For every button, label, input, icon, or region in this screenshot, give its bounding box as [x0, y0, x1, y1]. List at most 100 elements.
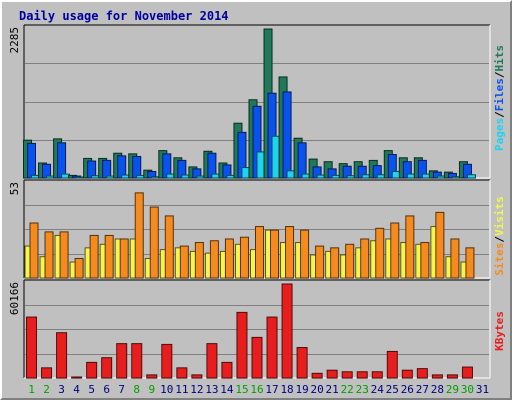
bar-kbytes-day-11 — [176, 367, 188, 379]
day-label-19: 19 — [295, 383, 308, 396]
legend-kbytes: KBytes — [493, 311, 506, 351]
day-label-4: 4 — [73, 383, 80, 396]
day-label-8: 8 — [133, 383, 140, 396]
day-label-3: 3 — [58, 383, 65, 396]
day-label-1: 1 — [28, 383, 35, 396]
bar-sites-day-27 — [420, 242, 430, 279]
legend-sites: Sites — [493, 243, 506, 276]
bar-kbytes-day-25 — [386, 350, 398, 379]
bar-sites-day-19 — [300, 229, 310, 279]
day-label-6: 6 — [103, 383, 110, 396]
bar-kbytes-day-29 — [446, 374, 458, 379]
bar-kbytes-day-4 — [71, 376, 83, 379]
day-label-9: 9 — [148, 383, 155, 396]
bars-kbytes — [26, 283, 473, 379]
day-label-25: 25 — [386, 383, 399, 396]
y-max-label: 2285 — [8, 27, 21, 54]
bar-sites-day-1 — [29, 222, 39, 279]
day-label-18: 18 — [280, 383, 293, 396]
day-label-30: 30 — [461, 383, 474, 396]
day-label-20: 20 — [311, 383, 324, 396]
bar-kbytes-day-26 — [401, 369, 413, 379]
y-max-label: 60166 — [8, 282, 21, 315]
bar-sites-day-28 — [435, 211, 445, 279]
bar-sites-day-7 — [119, 238, 129, 279]
bar-kbytes-day-15 — [236, 311, 248, 379]
bar-kbytes-day-28 — [431, 374, 443, 379]
day-label-10: 10 — [160, 383, 173, 396]
bar-sites-day-18 — [285, 226, 295, 279]
day-label-23: 23 — [356, 383, 369, 396]
day-axis: 1 2 3 4 5 6 7 8 9 10 11 12 13 14 15 16 17 18 19 20 21 22 23 24 2… — [28, 383, 489, 396]
bar-sites-day-25 — [390, 222, 400, 279]
day-label-7: 7 — [118, 383, 125, 396]
bar-sites-day-24 — [375, 227, 385, 279]
bar-kbytes-day-6 — [101, 357, 113, 379]
bar-sites-day-22 — [345, 243, 355, 279]
bar-sites-day-13 — [209, 240, 219, 279]
day-label-14: 14 — [220, 383, 234, 396]
bar-kbytes-day-27 — [416, 368, 428, 379]
bar-kbytes-day-30 — [461, 366, 473, 379]
bar-kbytes-day-12 — [191, 374, 203, 379]
day-label-26: 26 — [401, 383, 414, 396]
bars-visits-sites — [24, 192, 475, 279]
bar-sites-day-16 — [255, 226, 264, 279]
bar-kbytes-day-24 — [371, 371, 383, 379]
legend-pages: Pages — [493, 118, 506, 151]
bar-kbytes-day-9 — [146, 374, 158, 379]
bar-sites-day-29 — [450, 238, 460, 279]
day-label-29: 29 — [446, 383, 459, 396]
bar-sites-day-4 — [74, 257, 84, 279]
legend-visits-sites: Sites/Visits — [493, 196, 506, 276]
bar-sites-day-10 — [164, 215, 174, 279]
day-label-27: 27 — [416, 383, 429, 396]
legend-separator: / — [493, 71, 506, 78]
bar-kbytes-day-13 — [206, 343, 218, 379]
bar-kbytes-day-19 — [296, 347, 308, 379]
bar-kbytes-day-10 — [161, 343, 173, 379]
bar-pages-day-30 — [466, 174, 476, 179]
bar-sites-day-20 — [315, 245, 325, 279]
bar-sites-day-12 — [194, 242, 204, 279]
day-label-22: 22 — [341, 383, 354, 396]
legend-separator: / — [493, 236, 506, 243]
day-label-2: 2 — [43, 383, 50, 396]
bar-sites-day-23 — [360, 238, 370, 279]
day-label-11: 11 — [175, 383, 188, 396]
bar-sites-day-5 — [89, 234, 99, 279]
bar-kbytes-day-16 — [251, 336, 263, 379]
bar-sites-day-2 — [44, 231, 54, 279]
legend-hits-files-pages: Pages/Files/Hits — [493, 45, 506, 151]
bar-sites-day-3 — [59, 231, 69, 279]
day-label-5: 5 — [88, 383, 95, 396]
day-label-21: 21 — [326, 383, 339, 396]
bar-kbytes-day-3 — [56, 332, 68, 379]
day-label-15: 15 — [235, 383, 248, 396]
legend-files: Files — [493, 78, 506, 111]
bar-sites-day-26 — [405, 215, 415, 279]
bar-kbytes-day-5 — [86, 361, 98, 379]
panel-kbytes: 60166 KBytes — [8, 279, 506, 379]
bar-sites-day-14 — [224, 238, 234, 279]
legend-visits: Visits — [493, 196, 506, 236]
bar-kbytes-day-14 — [221, 361, 233, 379]
bars-hits-files-pages — [23, 28, 476, 179]
day-label-24: 24 — [371, 383, 385, 396]
bar-kbytes-day-20 — [311, 372, 323, 379]
bar-sites-day-17 — [270, 229, 280, 279]
day-label-28: 28 — [431, 383, 444, 396]
bar-kbytes-day-21 — [326, 369, 338, 379]
bar-sites-day-21 — [330, 247, 340, 279]
legend-kbytes: KBytes — [493, 311, 506, 351]
bar-sites-day-6 — [104, 234, 114, 279]
legend-separator: / — [493, 111, 506, 118]
panel-visits-sites: 53 Sites/Visits — [8, 179, 506, 279]
panel-hits-files-pages: 2285 Pages/Files/Hits — [8, 24, 506, 179]
bar-sites-day-15 — [239, 236, 249, 279]
bar-sites-day-30 — [465, 247, 475, 279]
day-label-31: 31 — [476, 383, 489, 396]
day-label-16: 16 — [250, 383, 263, 396]
